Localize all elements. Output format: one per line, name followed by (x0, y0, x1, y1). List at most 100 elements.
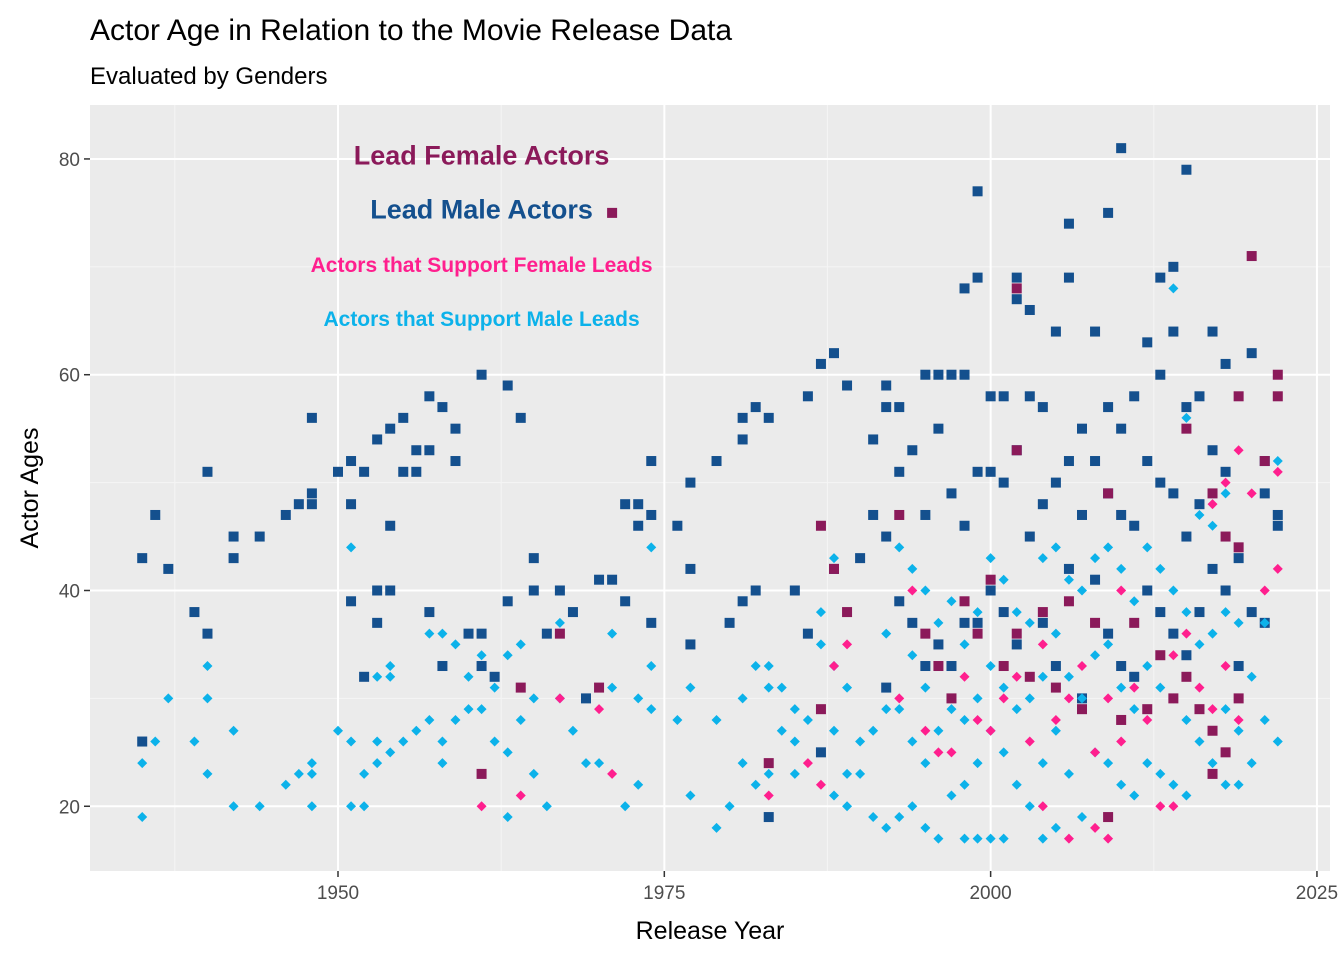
point-lead_female (554, 628, 565, 639)
point-lead_female (1194, 704, 1205, 715)
point-support_male (829, 553, 839, 564)
point-lead_female (1207, 488, 1218, 499)
point-lead_male (450, 456, 461, 467)
point-lead_male (646, 617, 657, 628)
point-lead_female (1011, 445, 1022, 456)
point-support_male (189, 736, 200, 747)
point-support_male (228, 725, 239, 736)
point-support_female (920, 725, 931, 736)
minor-gridlines (90, 105, 1330, 871)
point-lead_female (829, 563, 839, 574)
point-support_male (802, 714, 813, 725)
point-lead_male (763, 412, 774, 423)
point-support_male (293, 768, 304, 779)
point-lead_male (1077, 423, 1087, 434)
point-support_male (541, 801, 552, 812)
point-lead_female (1129, 617, 1140, 628)
point-support_male (946, 704, 957, 715)
point-lead_male (907, 445, 918, 456)
point-lead_male (1194, 607, 1205, 618)
point-lead_male (1063, 456, 1074, 467)
point-support_male (1103, 758, 1114, 769)
point-support_male (972, 693, 983, 704)
point-support_male (1116, 779, 1127, 790)
point-lead_female (1077, 704, 1087, 715)
point-lead_male (672, 520, 683, 531)
point-lead_male (646, 509, 657, 520)
point-lead_female (972, 628, 983, 639)
point-lead_male (163, 563, 174, 574)
point-support_female (1077, 661, 1087, 672)
point-support_male (1168, 779, 1179, 790)
point-support_male (985, 833, 996, 844)
point-support_male (346, 542, 357, 553)
point-support_male (254, 801, 265, 812)
point-lead_male (920, 661, 931, 672)
point-support_male (1050, 725, 1061, 736)
point-lead_male (385, 585, 396, 596)
point-lead_male (685, 639, 696, 650)
point-support_male (789, 704, 800, 715)
point-lead_male (1129, 391, 1140, 402)
point-lead_male (372, 617, 383, 628)
point-support_male (855, 768, 866, 779)
point-lead_male (594, 574, 605, 585)
point-lead_male (1050, 326, 1061, 337)
in-plot-labels: Lead Female Actors Lead Male Actors Actors… (311, 140, 653, 331)
point-support_male (359, 801, 370, 812)
point-lead_male (1181, 402, 1192, 413)
point-lead_male (972, 466, 983, 477)
point-support_female (894, 693, 905, 704)
point-support_male (594, 758, 605, 769)
point-support_male (1063, 671, 1074, 682)
point-support_male (750, 661, 761, 672)
point-lead_female (1233, 542, 1244, 553)
point-lead_female (1116, 714, 1127, 725)
point-support_male (1037, 833, 1048, 844)
point-support_male (855, 736, 866, 747)
point-support_male (933, 833, 944, 844)
point-support_female (1194, 682, 1205, 693)
point-support_female (1233, 445, 1244, 456)
point-support_male (502, 812, 513, 823)
point-lead_male (306, 412, 317, 423)
point-lead_male (933, 369, 944, 380)
point-support_male (1090, 650, 1101, 661)
point-support_male (528, 693, 539, 704)
point-lead_male (254, 531, 265, 542)
point-support_male (868, 725, 879, 736)
point-support_male (1090, 553, 1101, 564)
point-support_male (333, 725, 343, 736)
point-lead_female (594, 682, 605, 693)
point-support_male (489, 682, 500, 693)
point-lead_male (346, 596, 357, 607)
point-lead_male (985, 466, 996, 477)
point-lead_male (1103, 402, 1114, 413)
point-lead_male (581, 693, 591, 704)
point-support_female (1272, 466, 1283, 477)
point-lead_male (1233, 661, 1244, 672)
point-lead_male (1050, 661, 1061, 672)
point-lead_female (1063, 596, 1074, 607)
point-lead_male (1103, 628, 1114, 639)
point-lead_male (424, 391, 435, 402)
point-support_male (646, 704, 657, 715)
point-lead_male (411, 445, 422, 456)
point-lead_male (502, 596, 513, 607)
point-support_male (972, 758, 983, 769)
y-tick-label: 80 (59, 150, 80, 171)
point-lead_male (972, 617, 983, 628)
point-support_male (1233, 725, 1244, 736)
point-support_male (1220, 779, 1231, 790)
point-lead_male (202, 466, 213, 477)
point-lead_male (1090, 456, 1101, 467)
point-support_male (385, 747, 396, 758)
point-support_male (1194, 736, 1205, 747)
series-lead_male (137, 143, 1283, 823)
point-lead_male (450, 423, 461, 434)
point-support_female (1220, 661, 1231, 672)
point-support_male (1142, 661, 1153, 672)
point-support_male (933, 725, 944, 736)
point-lead_male (1063, 563, 1074, 574)
point-lead_male (998, 477, 1009, 488)
